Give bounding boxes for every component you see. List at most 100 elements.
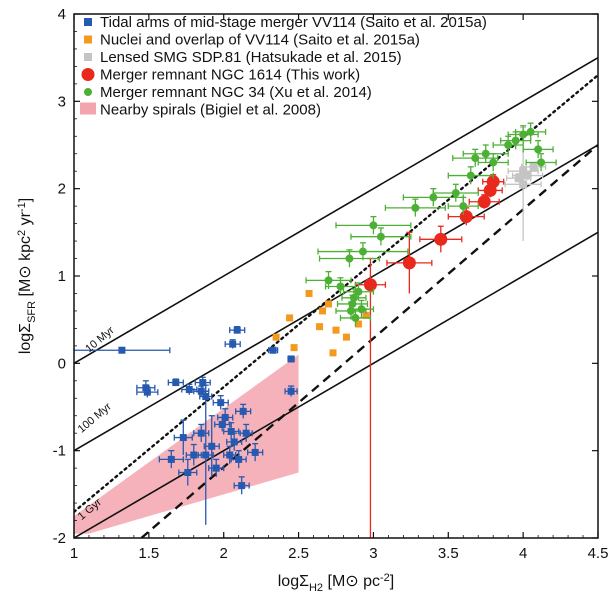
point-vv114-nuclei bbox=[286, 314, 294, 322]
x-tick-label: 4 bbox=[519, 545, 527, 562]
point-vv114-nuclei bbox=[319, 307, 327, 315]
point-vv114-tidal-arms bbox=[203, 415, 220, 477]
series-vv114-tidal-arms bbox=[74, 326, 298, 525]
series-ngc34 bbox=[305, 122, 557, 327]
x-tick-label: 4.5 bbox=[588, 545, 609, 562]
marker-square bbox=[239, 407, 247, 415]
legend-label: Merger remnant NGC 34 (Xu et al. 2014) bbox=[100, 84, 372, 101]
marker-square bbox=[238, 482, 246, 490]
marker-circle bbox=[336, 282, 345, 291]
marker-square bbox=[217, 399, 225, 407]
point-vv114-tidal-arms bbox=[239, 423, 253, 442]
reference-line-100-myr bbox=[74, 144, 598, 452]
point-vv114-tidal-arms bbox=[267, 346, 279, 354]
point-vv114-tidal-arms bbox=[178, 458, 198, 486]
nearby-spirals-region bbox=[74, 354, 299, 534]
point-vv114-tidal-arms bbox=[284, 385, 298, 397]
marker-square bbox=[329, 349, 337, 357]
point-vv114-tidal-arms bbox=[233, 476, 250, 495]
point-vv114-nuclei bbox=[325, 300, 333, 308]
point-vv114-tidal-arms bbox=[74, 346, 171, 354]
point-ngc34 bbox=[348, 299, 375, 318]
legend-item: Nearby spirals (Bigiel et al. 2008) bbox=[80, 102, 321, 119]
marker-square bbox=[190, 451, 198, 459]
marker-circle bbox=[354, 287, 363, 296]
marker-circle bbox=[429, 193, 438, 202]
marker-circle bbox=[537, 158, 546, 167]
point-ngc34 bbox=[318, 249, 381, 268]
point-vv114-tidal-arms bbox=[136, 380, 156, 395]
reference-line-10-myr bbox=[74, 56, 598, 365]
series-vv114-nuclei bbox=[272, 289, 370, 357]
point-vv114-nuclei bbox=[305, 289, 313, 297]
marker-circle bbox=[434, 232, 448, 246]
legend-label: Nuclei and overlap of VV114 (Saito et al… bbox=[100, 32, 420, 49]
marker-square bbox=[235, 455, 243, 463]
y-tick-label: -1 bbox=[53, 443, 66, 460]
marker-square bbox=[272, 333, 280, 341]
point-vv114-nuclei bbox=[329, 349, 337, 357]
y-tick-label: -2 bbox=[53, 530, 66, 547]
legend-marker bbox=[84, 53, 92, 61]
point-ngc34 bbox=[462, 144, 509, 163]
marker-square bbox=[523, 171, 532, 180]
point-vv114-nuclei bbox=[362, 311, 370, 319]
y-tick-label: 1 bbox=[58, 268, 66, 285]
point-ngc34 bbox=[342, 282, 375, 301]
point-vv114-tidal-arms bbox=[208, 458, 225, 477]
plot-area bbox=[74, 56, 598, 538]
marker-circle bbox=[402, 256, 416, 270]
marker-circle bbox=[376, 232, 385, 241]
x-tick-label: 3.5 bbox=[438, 545, 459, 562]
point-ngc34 bbox=[452, 148, 499, 167]
marker-square bbox=[142, 384, 150, 392]
marker-square bbox=[229, 340, 237, 348]
point-vv114-nuclei bbox=[272, 333, 280, 341]
marker-circle bbox=[369, 221, 378, 230]
point-vv114-nuclei bbox=[316, 323, 324, 331]
marker-circle bbox=[471, 154, 480, 163]
point-vv114-tidal-arms bbox=[229, 326, 246, 334]
marker-circle bbox=[459, 202, 468, 211]
legend-marker bbox=[84, 88, 92, 96]
marker-square bbox=[332, 326, 340, 334]
point-vv114-tidal-arms bbox=[212, 394, 229, 410]
marker-circle bbox=[411, 203, 420, 212]
marker-square bbox=[221, 413, 229, 421]
legend-item: Merger remnant NGC 34 (Xu et al. 2014) bbox=[84, 84, 372, 101]
marker-circle bbox=[349, 293, 358, 302]
marker-circle bbox=[534, 145, 543, 154]
marker-square bbox=[362, 311, 370, 319]
marker-circle bbox=[357, 305, 366, 314]
reference-line-1-gyr bbox=[74, 231, 598, 538]
point-ngc34 bbox=[432, 183, 479, 202]
point-ngc34 bbox=[477, 153, 509, 172]
point-vv114-tidal-arms bbox=[173, 419, 193, 456]
marker-square bbox=[230, 438, 238, 446]
marker-square bbox=[143, 388, 151, 396]
marker-circle bbox=[363, 278, 377, 292]
point-vv114-tidal-arms bbox=[167, 378, 184, 387]
point-sdp81 bbox=[506, 173, 532, 183]
marker-square bbox=[197, 429, 205, 437]
point-vv114-tidal-arms bbox=[223, 445, 237, 464]
x-tick-label: 2.5 bbox=[288, 545, 309, 562]
marker-square bbox=[167, 455, 175, 463]
marker-circle bbox=[477, 195, 491, 209]
legend-marker bbox=[84, 18, 92, 26]
point-vv114-nuclei bbox=[290, 344, 298, 352]
y-tick-label: 3 bbox=[58, 93, 66, 110]
marker-square bbox=[316, 323, 324, 331]
point-vv114-tidal-arms bbox=[158, 450, 184, 469]
marker-square bbox=[325, 300, 333, 308]
marker-square bbox=[202, 451, 210, 459]
legend-swatch bbox=[80, 102, 96, 115]
point-ngc34 bbox=[324, 277, 357, 296]
legend-label: Merger remnant NGC 1614 (This work) bbox=[100, 67, 360, 84]
legend: Tidal arms of mid-stage merger VV114 (Sa… bbox=[80, 14, 487, 119]
marker-circle bbox=[324, 276, 333, 285]
marker-square bbox=[514, 174, 523, 183]
x-tick-label: 3 bbox=[369, 545, 377, 562]
point-ngc34 bbox=[350, 227, 412, 246]
